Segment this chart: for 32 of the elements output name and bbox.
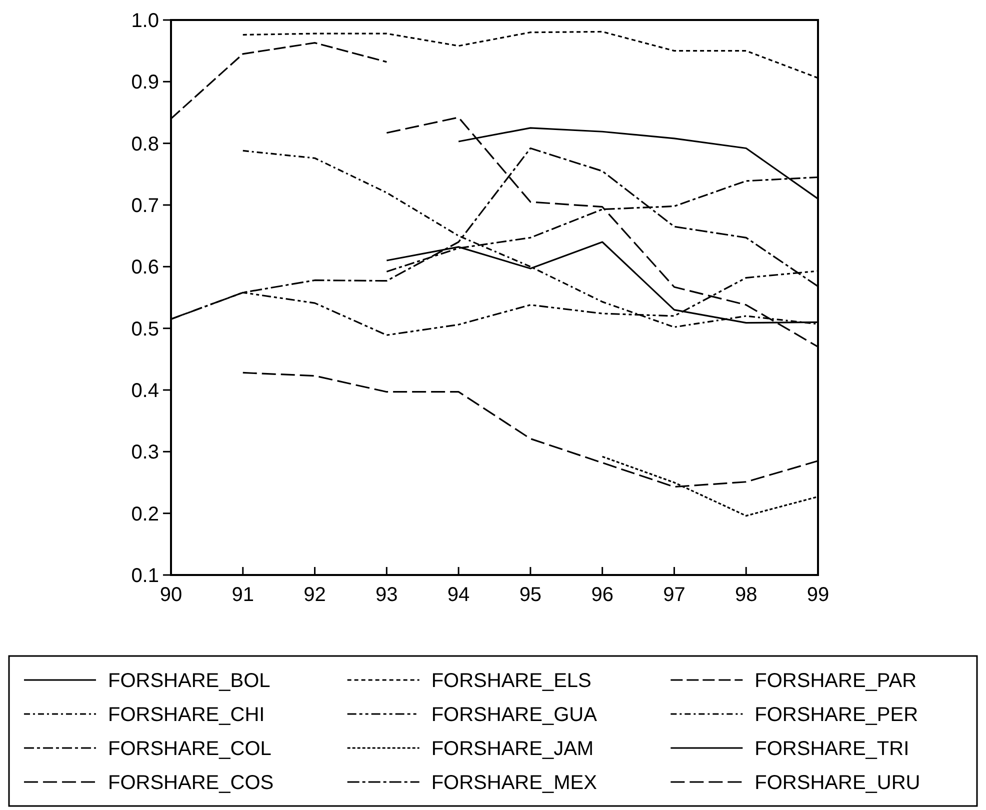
legend-label: FORSHARE_PAR — [754, 670, 917, 692]
legend-label: FORSHARE_MEX — [431, 772, 597, 794]
x-tick-label: 92 — [304, 584, 326, 606]
y-tick-label: 0.9 — [131, 72, 159, 94]
x-tick-label: 96 — [591, 584, 614, 606]
x-tick-label: 94 — [447, 584, 470, 606]
x-tick-label: 91 — [232, 584, 254, 606]
x-tick-label: 95 — [519, 584, 542, 606]
x-tick-label: 98 — [734, 584, 758, 606]
legend-label: FORSHARE_CHI — [108, 704, 265, 726]
x-tick-label: 93 — [376, 584, 398, 606]
y-tick-label: 0.8 — [131, 133, 159, 156]
y-tick-label: 0.3 — [131, 442, 159, 464]
y-tick-label: 0.5 — [131, 318, 159, 340]
y-tick-label: 0.1 — [131, 565, 159, 587]
legend-label: FORSHARE_BOL — [108, 670, 270, 692]
legend-label: FORSHARE_URU — [754, 772, 920, 794]
legend-label: FORSHARE_JAM — [431, 738, 594, 760]
legend-label: FORSHARE_COL — [108, 738, 272, 760]
x-tick-label: 97 — [663, 584, 686, 606]
y-tick-label: 1.0 — [131, 10, 159, 32]
y-tick-label: 0.4 — [131, 380, 159, 402]
x-tick-label: 90 — [160, 584, 182, 606]
legend-label: FORSHARE_PER — [754, 704, 918, 726]
y-tick-label: 0.6 — [131, 256, 159, 279]
legend-label: FORSHARE_TRI — [754, 738, 910, 760]
y-tick-label: 0.7 — [131, 195, 159, 217]
x-tick-label: 99 — [806, 584, 830, 606]
y-tick-label: 0.2 — [131, 503, 159, 526]
legend-label: FORSHARE_ELS — [431, 670, 592, 692]
legend-label: FORSHARE_GUA — [431, 704, 598, 726]
legend-label: FORSHARE_COS — [108, 772, 274, 794]
